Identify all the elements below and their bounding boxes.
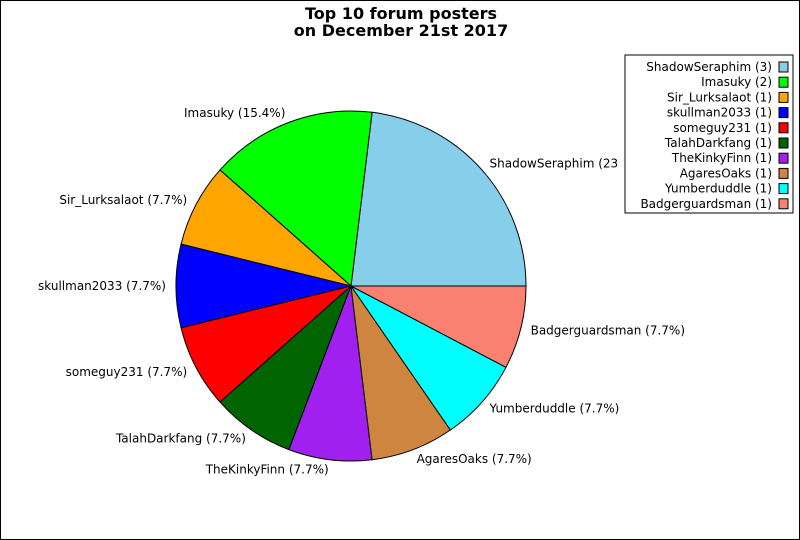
legend-swatch-thekinkyfinn	[778, 152, 789, 164]
legend-swatch-yumberduddle	[778, 183, 789, 195]
slice-label-skullman2033: skullman2033 (7.7%)	[38, 279, 166, 293]
pie-slice-badgerguardsman	[350, 285, 527, 369]
legend-swatch-badgerguardsman	[778, 198, 789, 210]
slice-label-shadowseraphim: ShadowSeraphim (23	[490, 156, 619, 170]
slice-label-imasuky: Imasuky (15.4%)	[184, 106, 285, 120]
legend-box	[624, 54, 794, 214]
chart-title-line-1: Top 10 forum posters	[305, 4, 497, 23]
legend-swatch-sir-lurksalaot	[778, 91, 789, 103]
legend-label-skullman2033: skullman2033 (1)	[667, 106, 772, 120]
pie-slice-shadowseraphim	[350, 111, 527, 287]
slice-label-agaresoaks: AgaresOaks (7.7%)	[417, 452, 532, 466]
legend: ShadowSeraphim (3)Imasuky (2)Sir_Lurksal…	[624, 54, 794, 214]
slice-label-sir-lurksalaot: Sir_Lurksalaot (7.7%)	[59, 193, 187, 207]
slice-label-badgerguardsman: Badgerguardsman (7.7%)	[531, 323, 685, 337]
legend-label-shadowseraphim: ShadowSeraphim (3)	[646, 60, 772, 74]
slice-label-yumberduddle: Yumberduddle (7.7%)	[489, 402, 620, 416]
legend-label-yumberduddle: Yumberduddle (1)	[664, 182, 772, 196]
legend-swatch-someguy231	[778, 122, 789, 134]
slice-label-talahdarkfang: TalahDarkfang (7.7%)	[115, 431, 246, 445]
legend-label-thekinkyfinn: TheKinkyFinn (1)	[671, 151, 772, 165]
chart-title-line-2: on December 21st 2017	[294, 21, 508, 40]
legend-label-sir-lurksalaot: Sir_Lurksalaot (1)	[667, 90, 772, 104]
legend-label-talahdarkfang: TalahDarkfang (1)	[664, 136, 772, 150]
legend-swatch-talahdarkfang	[778, 137, 789, 149]
legend-label-imasuky: Imasuky (2)	[701, 75, 772, 89]
legend-label-someguy231: someguy231 (1)	[673, 121, 772, 135]
chart-title: Top 10 forum posters on December 21st 20…	[294, 4, 508, 40]
legend-swatch-imasuky	[778, 76, 789, 88]
slice-labels: ShadowSeraphim (23 Imasuky (15.4%) Sir_Lur…	[38, 106, 685, 477]
legend-label-badgerguardsman: Badgerguardsman (1)	[640, 197, 772, 211]
legend-swatch-agaresoaks	[778, 167, 789, 179]
slice-label-someguy231: someguy231 (7.7%)	[66, 365, 188, 379]
pie-slice-imasuky	[219, 110, 373, 288]
legend-swatch-skullman2033	[778, 107, 789, 119]
slice-label-thekinkyfinn: TheKinkyFinn (7.7%)	[205, 463, 329, 477]
legend-swatch-shadowseraphim	[778, 61, 789, 73]
legend-label-agaresoaks: AgaresOaks (1)	[680, 166, 772, 180]
pie-slices	[175, 110, 527, 462]
